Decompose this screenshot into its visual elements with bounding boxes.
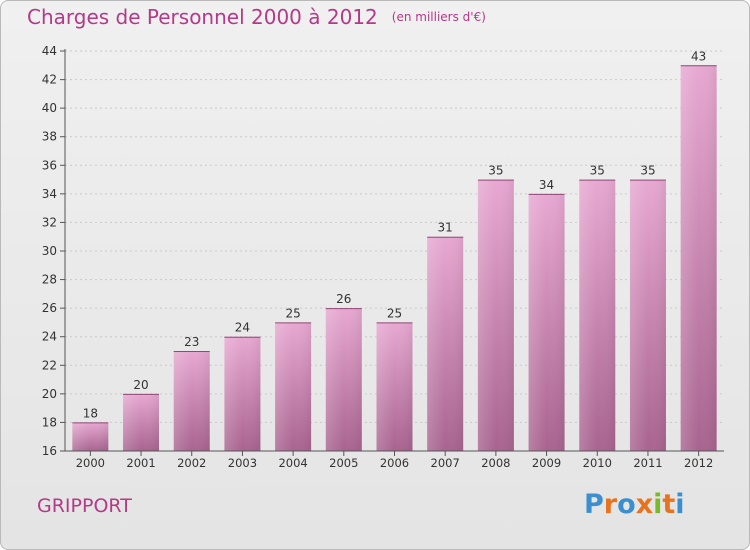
bar-shine: [579, 179, 616, 452]
x-tick-label: 2009: [532, 456, 561, 470]
bar-value-label: 43: [691, 49, 706, 63]
bar-value-label: 25: [387, 306, 402, 320]
y-tick-label: 22: [42, 358, 57, 372]
bar-value-label: 25: [285, 306, 300, 320]
chart-title-text: Charges de Personnel 2000 à 2012: [27, 5, 378, 29]
chart-title: Charges de Personnel 2000 à 2012 (en mill…: [27, 5, 486, 29]
logo-letter: x: [635, 489, 654, 520]
x-tick-label: 2012: [684, 456, 713, 470]
logo-letter: r: [603, 489, 618, 520]
x-tick-label: 2001: [126, 456, 155, 470]
bars-layer: [72, 65, 717, 452]
x-tick-label: 2005: [329, 456, 358, 470]
bar-shine: [224, 336, 261, 451]
y-tick-label: 26: [42, 301, 57, 315]
bar-shine: [427, 236, 464, 451]
x-tick-label: 2008: [481, 456, 510, 470]
bar-value-label: 23: [184, 335, 199, 349]
y-tick-label: 24: [42, 330, 57, 344]
bar-shine: [123, 393, 160, 451]
bar-shine: [680, 65, 717, 452]
bar-shine: [477, 179, 514, 452]
bar-shine: [376, 322, 413, 451]
logo-letter: o: [617, 489, 636, 520]
x-tick-label: 2006: [380, 456, 409, 470]
labels-layer: 18 2000 20 2001 23 2002 24 2003 25 2004 26 2005 25 20…: [76, 49, 714, 470]
bar-shine: [629, 179, 666, 452]
commune-name: GRIPPORT: [37, 495, 132, 517]
y-tick-label: 34: [42, 187, 57, 201]
y-tick-label: 44: [42, 44, 57, 58]
y-tick-label: 42: [42, 73, 57, 87]
bar-value-label: 35: [488, 164, 503, 178]
y-tick-label: 28: [42, 273, 57, 287]
bar-shine: [173, 351, 210, 451]
y-tick-label: 20: [42, 387, 57, 401]
y-tick-label: 32: [42, 215, 57, 229]
x-tick-label: 2011: [633, 456, 662, 470]
chart-subtitle: (en milliers d'€): [391, 10, 486, 24]
bar-shine: [275, 322, 312, 451]
bar-shine: [72, 422, 109, 451]
bar-value-label: 26: [336, 292, 351, 306]
y-tick-label: 16: [42, 444, 57, 458]
logo-letter: i: [653, 489, 663, 520]
bar-shine: [528, 193, 565, 451]
logo-letter: P: [584, 489, 604, 520]
x-tick-label: 2003: [228, 456, 257, 470]
bar-value-label: 35: [590, 164, 605, 178]
y-tick-label: 30: [42, 244, 57, 258]
bar-value-label: 24: [235, 321, 250, 335]
proxiti-logo: Proxiti: [584, 489, 685, 520]
bar-value-label: 20: [133, 378, 148, 392]
bar-value-label: 18: [83, 406, 98, 420]
x-tick-label: 2002: [177, 456, 206, 470]
bar-value-label: 31: [438, 221, 453, 235]
axis-layer: 16 18 20 22 24 26 28 30 32 34 36 38 40 42 44: [42, 44, 724, 458]
bar-value-label: 35: [640, 164, 655, 178]
x-tick-label: 2000: [76, 456, 105, 470]
y-tick-label: 36: [42, 158, 57, 172]
y-tick-label: 18: [42, 415, 57, 429]
y-tick-label: 38: [42, 130, 57, 144]
logo-letter: i: [675, 489, 685, 520]
x-tick-label: 2010: [583, 456, 612, 470]
x-tick-label: 2007: [431, 456, 460, 470]
logo-letter: t: [662, 489, 676, 520]
y-tick-label: 40: [42, 101, 57, 115]
bar-value-label: 34: [539, 178, 554, 192]
x-tick-label: 2004: [278, 456, 307, 470]
bar-shine: [325, 308, 362, 451]
